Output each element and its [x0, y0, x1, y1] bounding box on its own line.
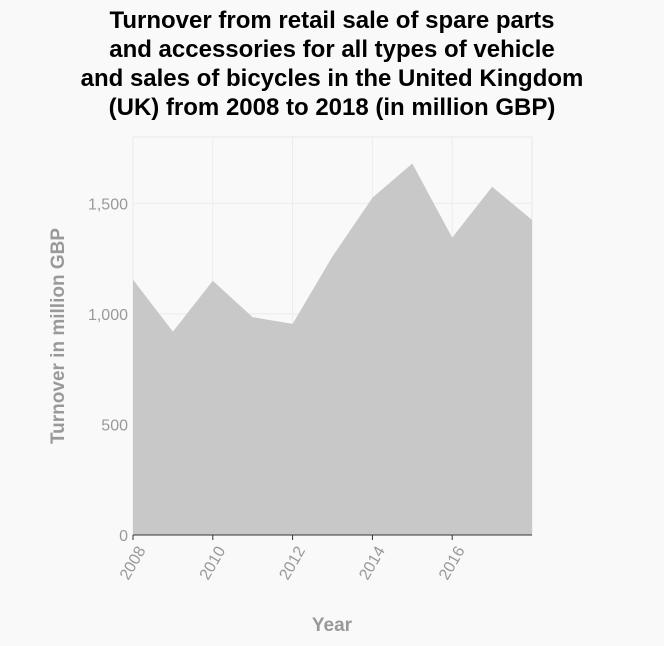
y-tick-label: 500: [101, 417, 128, 434]
y-tick-label: 0: [119, 528, 128, 545]
y-tick-label: 1,000: [88, 307, 128, 324]
chart-title: Turnover from retail sale of spare parts…: [0, 6, 664, 122]
chart-title-line-3: and sales of bicycles in the United King…: [80, 65, 584, 92]
x-tick-label: 2014: [356, 544, 389, 583]
y-axis-title: Turnover in million GBP: [48, 228, 69, 444]
turnover-area: [133, 163, 532, 536]
y-axis-ticks: 0 500 1,000 1,500: [88, 196, 128, 545]
x-tick-label: 2010: [197, 544, 230, 583]
x-tick-label: 2016: [436, 544, 469, 583]
chart-title-line-2: and accessories for all types of vehicle: [109, 36, 555, 63]
x-tick-label: 2012: [277, 544, 310, 583]
x-tick-label: 2008: [117, 544, 150, 583]
chart-title-line-1: Turnover from retail sale of spare parts: [109, 7, 555, 34]
chart-title-line-4: (UK) from 2008 to 2018 (in million GBP): [108, 94, 556, 121]
x-axis-ticks: 2008 2010 2012 2014 2016: [117, 535, 469, 583]
y-tick-label: 1,500: [88, 196, 128, 213]
x-axis-title: Year: [312, 615, 353, 636]
